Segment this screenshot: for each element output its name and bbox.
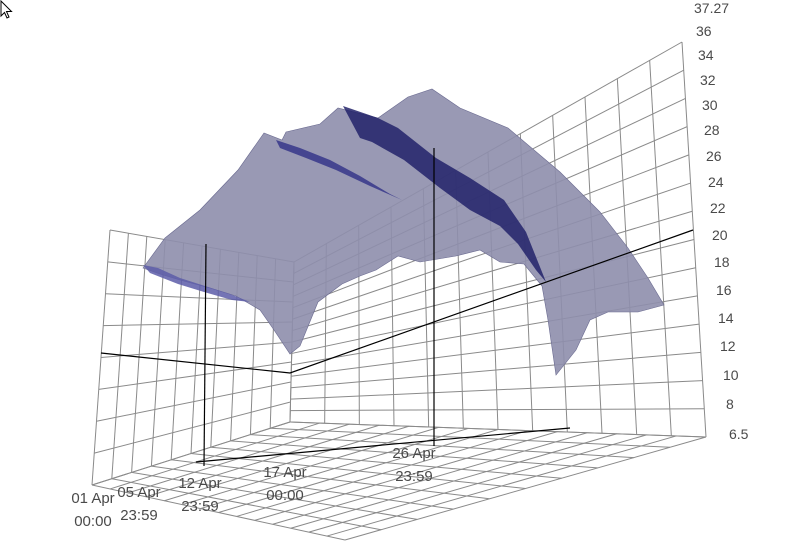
x-axis-tick-labels: 01 Apr 00:00 05 Apr 23:59 12 Apr 23:59 17 Apr 0… — [71, 445, 435, 530]
z-axis-tick-label: 8 — [726, 396, 734, 412]
z-axis-tick-label: 14 — [718, 310, 734, 326]
surface-main-sheet — [142, 88, 665, 376]
surface-ridge-fold — [276, 140, 418, 208]
floor-axis-line — [195, 427, 571, 463]
x-axis-tick-label: 12 Apr — [178, 475, 221, 492]
z-axis-tick-label: 30 — [702, 97, 718, 113]
z-axis-tick-labels: 6.5 8 10 12 14 16 18 20 22 24 26 28 30 32 34 36 37.27 — [694, 0, 749, 442]
floor-gridline — [171, 459, 490, 500]
z-axis-tick-label: 26 — [706, 148, 722, 164]
floor-gridline — [250, 434, 634, 459]
back-wall-vertical-gridline — [681, 41, 707, 438]
z-axis-tick-label: 6.5 — [729, 426, 749, 442]
x-axis-tick-label: 17 Apr — [263, 464, 306, 481]
left-wall-vertical-gridline — [131, 236, 148, 473]
floor-gridline — [190, 453, 526, 489]
x-axis-tick-label: 01 Apr — [71, 490, 114, 507]
z-axis-tick-label: 18 — [714, 254, 730, 270]
left-wall-vertical-gridline — [111, 233, 129, 479]
floor-gridline — [131, 471, 418, 520]
z-axis-tick-label: 32 — [700, 72, 716, 88]
floor-gridline — [210, 446, 562, 479]
surface-dark-band — [343, 106, 546, 282]
z-axis-tick-label: 12 — [720, 338, 736, 354]
back-wall-vertical-gridline — [649, 60, 672, 436]
z-axis-tick-label: 22 — [710, 200, 726, 216]
floor-gridline — [289, 421, 707, 438]
floor-gridline — [151, 465, 454, 510]
z-axis-tick-label: 37.27 — [694, 0, 729, 16]
x-axis-tick-label: 00:00 — [266, 487, 304, 504]
z-axis-tick-label: 20 — [712, 227, 728, 243]
surface-left-fold — [143, 265, 250, 302]
z-axis-tick-label: 16 — [716, 282, 732, 298]
x-axis-tick-label: 26 Apr — [392, 445, 435, 462]
z-axis-tick-label: 10 — [723, 367, 739, 383]
x-axis-tick-label: 05 Apr — [117, 484, 160, 501]
floor-gridline — [270, 427, 670, 448]
x-axis-tick-label: 23:59 — [120, 507, 158, 524]
plane-reference-line — [100, 229, 694, 374]
x-axis-tick-label: 23:59 — [395, 468, 433, 485]
left-wall-vertical-gridline — [91, 229, 111, 486]
left-wall-axis-line — [203, 243, 207, 467]
floor-gridline — [111, 478, 382, 531]
axis-lines — [100, 148, 694, 467]
z-axis-tick-label: 28 — [704, 122, 720, 138]
x-axis-tick-label: 00:00 — [74, 513, 112, 530]
surface — [142, 88, 665, 376]
floor-gridline — [230, 440, 598, 469]
z-axis-tick-label: 24 — [708, 174, 724, 190]
z-axis-tick-label: 36 — [696, 23, 712, 39]
x-axis-tick-label: 23:59 — [181, 498, 219, 515]
z-axis-tick-label: 34 — [698, 47, 714, 63]
floor-gridline — [91, 484, 346, 541]
mouse-cursor-icon — [0, 0, 13, 19]
